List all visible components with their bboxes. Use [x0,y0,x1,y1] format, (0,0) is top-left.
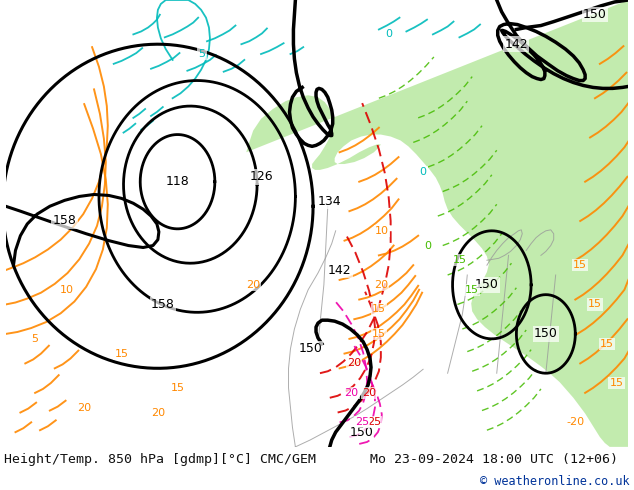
Text: 15: 15 [453,255,467,265]
Text: 158: 158 [151,298,175,311]
Text: 15: 15 [588,299,602,310]
Text: 20: 20 [151,408,165,417]
Text: © weatheronline.co.uk: © weatheronline.co.uk [481,475,630,489]
Text: 25: 25 [355,417,369,427]
Text: 150: 150 [349,426,373,439]
Text: 15: 15 [171,383,184,393]
Text: 15: 15 [465,285,479,295]
Text: 0: 0 [425,241,432,250]
Text: 158: 158 [53,215,77,227]
Text: 15: 15 [573,260,587,270]
Text: 150: 150 [475,278,499,292]
Text: 142: 142 [328,264,351,276]
Text: 15: 15 [372,304,386,315]
Text: 0: 0 [385,29,392,39]
Text: 10: 10 [60,285,74,295]
Text: 5: 5 [32,334,39,344]
Text: 25: 25 [367,417,381,427]
Text: -20: -20 [566,417,585,427]
Text: 20: 20 [77,403,91,413]
Text: 0: 0 [420,167,427,177]
Text: 20: 20 [246,280,260,290]
Text: 150: 150 [534,327,558,341]
Text: 118: 118 [165,175,190,188]
Polygon shape [246,0,628,447]
Text: 15: 15 [372,329,386,339]
Text: 134: 134 [318,195,342,208]
Text: 126: 126 [249,171,273,183]
Text: 150: 150 [583,8,607,21]
Text: 15: 15 [115,348,129,359]
Text: 10: 10 [375,226,389,236]
Text: 20: 20 [374,280,388,290]
Text: 20: 20 [344,388,358,398]
Text: 20: 20 [362,388,376,398]
Text: 15: 15 [600,339,614,349]
Text: 15: 15 [609,378,624,388]
Text: Height/Temp. 850 hPa [gdmp][°C] CMC/GEM: Height/Temp. 850 hPa [gdmp][°C] CMC/GEM [4,453,316,466]
Text: 20: 20 [347,358,361,368]
Text: 5: 5 [198,49,205,59]
Text: Mo 23-09-2024 18:00 UTC (12+06): Mo 23-09-2024 18:00 UTC (12+06) [370,453,618,466]
Text: 142: 142 [505,38,528,50]
Text: 150: 150 [298,342,322,355]
